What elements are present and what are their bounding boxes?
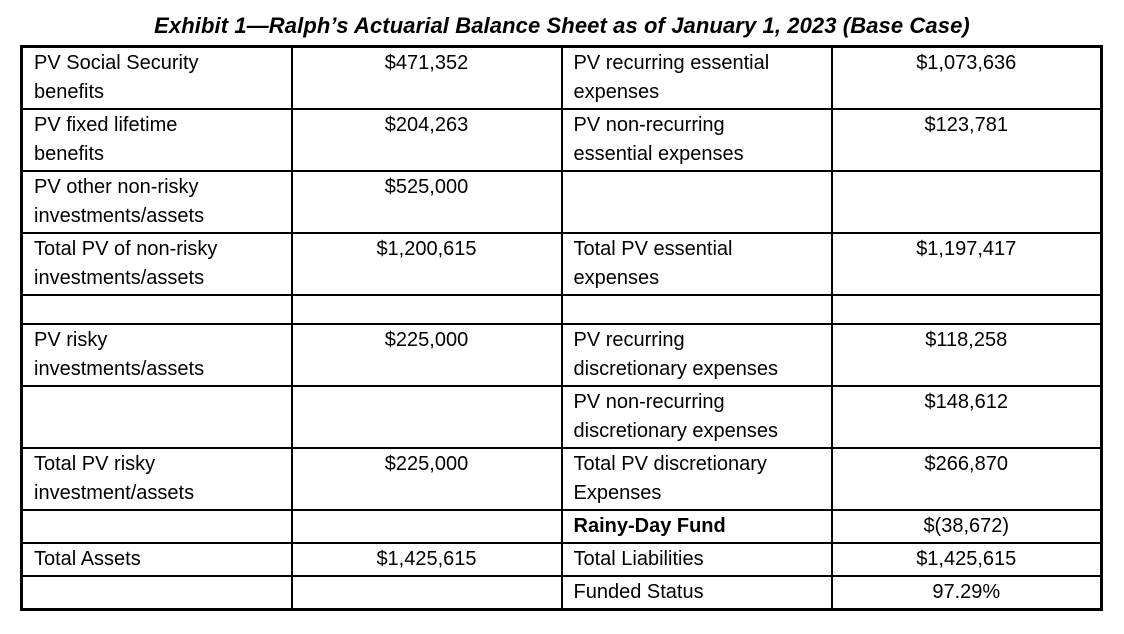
liability-value-cell: $1,073,636 — [830, 45, 1103, 110]
liability-label-cell — [560, 294, 833, 325]
asset-value-cell: $1,200,615 — [290, 232, 563, 296]
row-pv-non-recurring-discretionary: PV non-recurring discretionary expenses … — [20, 385, 1103, 449]
asset-value-cell: $1,425,615 — [290, 542, 563, 577]
liability-value-cell: $148,612 — [830, 385, 1103, 449]
asset-label-cell: Total Assets — [20, 542, 293, 577]
row-spacer — [20, 294, 1103, 325]
asset-value-cell: $525,000 — [290, 170, 563, 234]
liability-label-cell — [560, 170, 833, 234]
row-pv-other-non-risky: PV other non-risky investments/assets $5… — [20, 170, 1103, 234]
asset-label-cell: PV Social Security benefits — [20, 45, 293, 110]
asset-value-cell: $225,000 — [290, 323, 563, 387]
asset-label-cell: PV fixed lifetime benefits — [20, 108, 293, 172]
asset-label-cell: PV risky investments/assets — [20, 323, 293, 387]
asset-label-cell — [20, 294, 293, 325]
liability-label-cell: Funded Status — [560, 575, 833, 611]
asset-value-cell — [290, 385, 563, 449]
row-total-pv-non-risky: Total PV of non-risky investments/assets… — [20, 232, 1103, 296]
liability-label-cell: PV non-recurring discretionary expenses — [560, 385, 833, 449]
liability-label-cell: PV recurring essential expenses — [560, 45, 833, 110]
asset-label-cell: Total PV risky investment/assets — [20, 447, 293, 511]
row-total-pv-risky: Total PV risky investment/assets $225,00… — [20, 447, 1103, 511]
asset-label-cell: Total PV of non-risky investments/assets — [20, 232, 293, 296]
row-pv-fixed-lifetime: PV fixed lifetime benefits $204,263 PV n… — [20, 108, 1103, 172]
liability-label-cell: Total Liabilities — [560, 542, 833, 577]
asset-label-cell — [20, 385, 293, 449]
liability-label-cell: Total PV essential expenses — [560, 232, 833, 296]
liability-value-cell — [830, 294, 1103, 325]
actuarial-balance-sheet-table: PV Social Security benefits $471,352 PV … — [20, 45, 1103, 611]
asset-value-cell — [290, 294, 563, 325]
exhibit-title: Exhibit 1—Ralph’s Actuarial Balance Shee… — [154, 13, 970, 38]
asset-value-cell — [290, 575, 563, 611]
asset-value-cell: $225,000 — [290, 447, 563, 511]
row-totals: Total Assets $1,425,615 Total Liabilitie… — [20, 542, 1103, 577]
liability-value-cell — [830, 170, 1103, 234]
liability-value-cell: $123,781 — [830, 108, 1103, 172]
asset-value-cell — [290, 509, 563, 544]
asset-label-cell — [20, 509, 293, 544]
liability-label-cell: PV non-recurring essential expenses — [560, 108, 833, 172]
liability-value-cell: $118,258 — [830, 323, 1103, 387]
asset-value-cell: $204,263 — [290, 108, 563, 172]
asset-label-cell — [20, 575, 293, 611]
row-pv-risky: PV risky investments/assets $225,000 PV … — [20, 323, 1103, 387]
row-funded-status: Funded Status 97.29% — [20, 575, 1103, 611]
liability-value-cell: $(38,672) — [830, 509, 1103, 544]
liability-label-cell: Total PV discretionary Expenses — [560, 447, 833, 511]
liability-value-cell: $266,870 — [830, 447, 1103, 511]
asset-value-cell: $471,352 — [290, 45, 563, 110]
liability-label-cell: PV recurring discretionary expenses — [560, 323, 833, 387]
liability-value-cell: $1,425,615 — [830, 542, 1103, 577]
row-pv-social-security: PV Social Security benefits $471,352 PV … — [20, 45, 1103, 110]
liability-value-cell: $1,197,417 — [830, 232, 1103, 296]
row-rainy-day-fund: Rainy-Day Fund $(38,672) — [20, 509, 1103, 544]
asset-label-cell: PV other non-risky investments/assets — [20, 170, 293, 234]
liability-value-cell: 97.29% — [830, 575, 1103, 611]
liability-label-cell: Rainy-Day Fund — [560, 509, 833, 544]
